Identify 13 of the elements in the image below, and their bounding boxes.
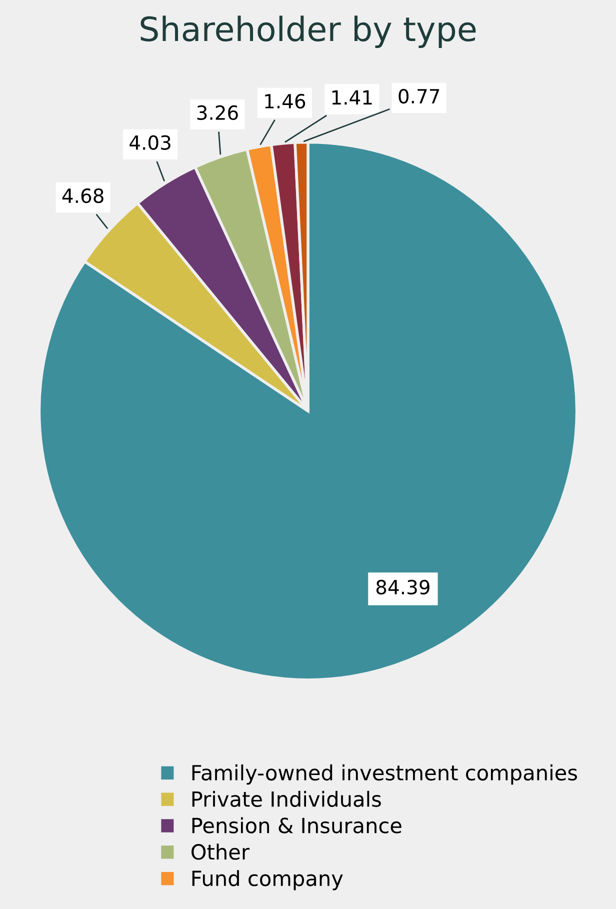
data-label: 0.77 bbox=[398, 88, 440, 104]
legend-label: Private Individuals bbox=[192, 790, 381, 807]
data-label: 84.39 bbox=[376, 580, 430, 595]
data-label: 3.26 bbox=[197, 105, 238, 120]
data-label: 1.41 bbox=[332, 90, 372, 105]
legend-label: Pension & Insurance bbox=[192, 817, 402, 834]
legend-label: Family-owned investment companies bbox=[192, 764, 577, 785]
data-label: 1.46 bbox=[265, 94, 306, 109]
legend-label: Other bbox=[192, 844, 250, 860]
legend-label: Fund company bbox=[192, 870, 343, 890]
data-label: 4.68 bbox=[62, 188, 104, 204]
chart-title: Shareholder by type bbox=[140, 16, 476, 48]
data-label: 4.03 bbox=[130, 135, 170, 150]
